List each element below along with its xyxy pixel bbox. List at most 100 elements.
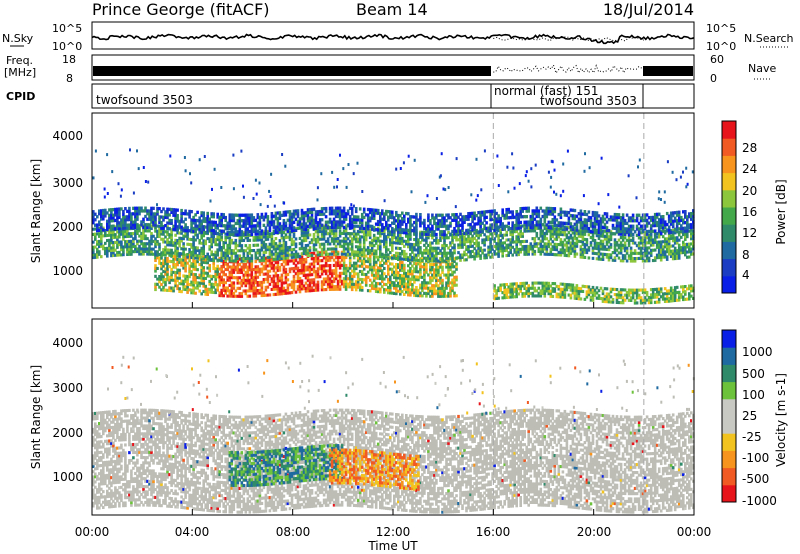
heatmap-cell [130, 242, 133, 246]
heatmap-cell [451, 256, 454, 260]
heatmap-cell [188, 237, 191, 241]
heatmap-cell [391, 210, 394, 214]
heatmap-cell [447, 284, 450, 288]
heatmap-cell [336, 274, 340, 278]
heatmap-cell [435, 241, 438, 245]
heatmap-cell [168, 240, 171, 244]
heatmap-cell [96, 240, 99, 244]
heatmap-cell [202, 284, 205, 288]
heatmap-cell [194, 256, 197, 260]
heatmap-cell [106, 251, 109, 255]
heatmap-cell [166, 267, 169, 271]
heatmap-cell [441, 292, 444, 296]
heatmap-cell [515, 248, 518, 252]
heatmap-cell [437, 284, 440, 288]
heatmap-cell [362, 272, 366, 276]
heatmap-cell [419, 283, 422, 287]
heatmap-cell [435, 246, 438, 250]
heatmap-cell [409, 290, 412, 294]
heatmap-cell [240, 239, 244, 243]
heatmap-cell [439, 257, 442, 261]
heatmap-cell [286, 248, 290, 252]
heatmap-cell [387, 270, 390, 274]
heatmap-cell [214, 243, 217, 247]
heatmap-cell [306, 249, 310, 253]
heatmap-cell [216, 283, 219, 287]
heatmap-cell [212, 240, 215, 244]
heatmap-cell [368, 233, 372, 237]
heatmap-cell [234, 238, 238, 242]
heatmap-cell [421, 283, 424, 287]
heatmap-cell [136, 250, 139, 254]
heatmap-cell [533, 249, 537, 253]
heatmap-cell [294, 272, 298, 276]
heatmap-cell [395, 265, 398, 269]
heatmap-cell [168, 288, 171, 292]
heatmap-cell [244, 278, 248, 282]
heatmap-cell [340, 231, 344, 235]
heatmap-cell [306, 236, 310, 240]
heatmap-cell [184, 209, 187, 213]
heatmap-cell [387, 232, 390, 236]
heatmap-cell [240, 236, 244, 240]
heatmap-cell [248, 246, 252, 250]
power-panel: Slant Range [km] 1000 2000 3000 4000 4 8… [29, 112, 788, 309]
heatmap-cell [228, 278, 232, 282]
heatmap-cell [116, 243, 119, 247]
heatmap-cell [304, 246, 308, 250]
heatmap-cell [292, 255, 296, 259]
heatmap-cell [266, 277, 270, 281]
heatmap-cell [262, 267, 266, 271]
heatmap-cell [174, 238, 177, 242]
heatmap-cell [116, 253, 119, 257]
heatmap-cell [262, 272, 266, 276]
heatmap-cell [272, 266, 276, 270]
heatmap-cell [330, 285, 334, 289]
heatmap-cell [441, 236, 444, 240]
heatmap-cell [429, 278, 432, 282]
heatmap-cell [178, 231, 181, 235]
heatmap-cell [467, 237, 470, 241]
heatmap-cell [314, 238, 318, 242]
heatmap-cell [290, 267, 294, 271]
heatmap-cell [136, 242, 139, 246]
heatmap-cell [270, 266, 274, 270]
heatmap-cell [445, 254, 448, 258]
heatmap-cell [154, 269, 157, 273]
heatmap-cell [374, 249, 378, 253]
heatmap-cell [262, 250, 266, 254]
heatmap-cell [280, 254, 284, 258]
heatmap-cell [98, 227, 101, 231]
heatmap-cell [212, 285, 215, 289]
heatmap-cell [236, 260, 240, 264]
heatmap-cell [222, 241, 225, 245]
heatmap-cell [407, 245, 410, 249]
heatmap-cell [320, 253, 324, 257]
heatmap-cell [352, 274, 356, 278]
heatmap-cell [348, 285, 352, 289]
heatmap-cell [264, 243, 268, 247]
heatmap-cell [234, 256, 238, 260]
heatmap-cell [170, 228, 173, 232]
heatmap-cell [94, 218, 97, 222]
heatmap-cell [228, 270, 232, 274]
heatmap-cell [320, 272, 324, 276]
heatmap-cell [405, 242, 408, 246]
heatmap-cell [220, 278, 223, 282]
heatmap-cell [413, 253, 416, 257]
heatmap-cell [304, 244, 308, 248]
heatmap-cell [304, 249, 308, 253]
heatmap-cell [389, 238, 392, 242]
heatmap-cell [459, 240, 462, 244]
heatmap-cell [166, 259, 169, 263]
heatmap-cell [320, 288, 324, 292]
heatmap-cell [439, 238, 442, 242]
heatmap-cell [342, 261, 346, 265]
heatmap-cell [324, 256, 328, 260]
heatmap-cell [272, 282, 276, 286]
heatmap-cell [453, 270, 456, 274]
heatmap-cell [116, 240, 119, 244]
heatmap-cell [276, 292, 280, 296]
heatmap-cell [300, 239, 304, 243]
heatmap-cell [308, 233, 312, 237]
